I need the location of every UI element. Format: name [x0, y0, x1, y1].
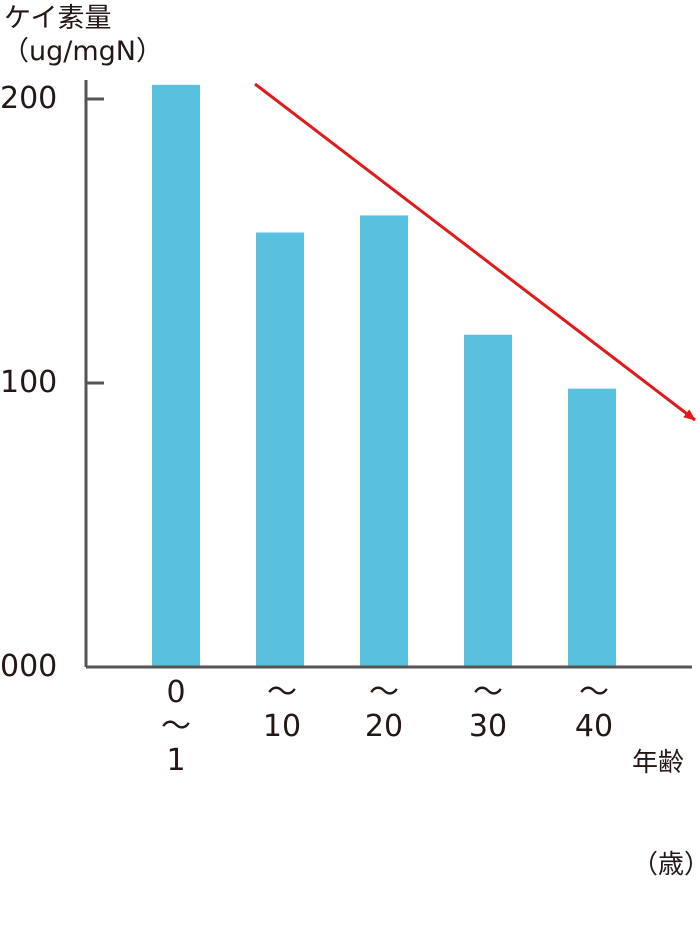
x-tick-label: ～ 40 — [574, 675, 614, 744]
y-axis-title-line2: （ug/mgN） — [2, 36, 163, 67]
trend-arrow — [254, 82, 696, 422]
x-axis-title-line1: 年齢 — [632, 748, 685, 778]
y-tick-label: 000 — [0, 649, 58, 684]
x-tick-label: ～ 30 — [468, 675, 508, 744]
bar-3 — [464, 334, 512, 667]
y-axis-title-line1: ケイ素量 — [4, 3, 112, 34]
x-axis-title-line2: （歳） — [632, 850, 700, 880]
x-axis-title: 年齢 （歳） — [632, 678, 700, 950]
x-tick-label: 0 ～ 1 — [161, 675, 191, 778]
bar-4 — [568, 388, 616, 667]
y-tick-label: 200 — [0, 81, 58, 116]
y-tick-label: 100 — [0, 365, 58, 400]
bar-2 — [360, 215, 408, 667]
x-tick-label: ～ 10 — [262, 675, 302, 744]
plot-area — [84, 80, 696, 669]
bar-1 — [256, 232, 304, 668]
chart: ケイ素量 （ug/mgN） 000 100 200 0 ～ 1 ～ 10 ～ 20 ～ 3… — [0, 3, 700, 881]
x-tick-label: ～ 20 — [364, 675, 404, 744]
bar-0 — [152, 84, 200, 668]
